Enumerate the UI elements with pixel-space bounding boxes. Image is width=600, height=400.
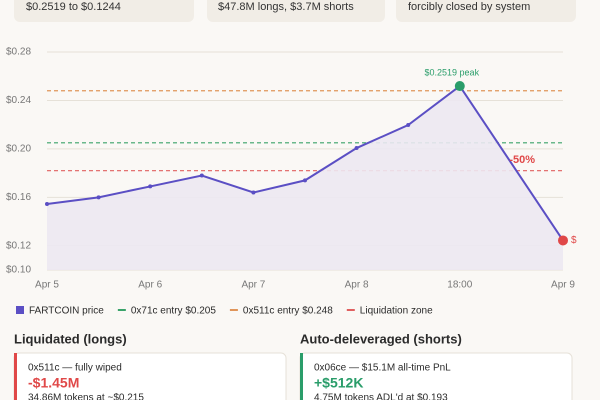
legend-label: 0x511c entry $0.248	[243, 306, 333, 317]
legend-swatch	[16, 306, 24, 314]
card	[207, 0, 385, 22]
annotation: $	[571, 235, 577, 246]
y-tick-label: $0.20	[6, 144, 31, 155]
section-line: 34.86M tokens at ~$0.215	[28, 393, 144, 400]
legend-label: Liquidation zone	[360, 306, 433, 317]
point	[96, 195, 101, 200]
annotation: -50%	[509, 154, 535, 166]
section-title: Liquidated (longs)	[14, 331, 127, 346]
x-tick-label: Apr 7	[241, 280, 265, 291]
point	[354, 146, 359, 151]
point	[454, 81, 465, 92]
point	[45, 201, 49, 206]
legend-label: FARTCOIN price	[29, 306, 104, 317]
section-line: 0x511c — fully wiped	[28, 363, 122, 374]
y-tick-label: $0.12	[6, 240, 31, 251]
y-tick-label: $0.28	[6, 47, 31, 58]
x-tick-label: Apr 9	[551, 280, 575, 291]
card-text: $0.2519 to $0.1244	[26, 1, 121, 13]
section-amount: -$1.45M	[28, 375, 79, 391]
y-tick-label: $0.10	[6, 265, 31, 276]
x-tick-label: Apr 5	[35, 280, 59, 291]
x-tick-label: 18:00	[447, 280, 472, 291]
section-line: 0x06ce — $15.1M all-time PnL	[314, 363, 451, 374]
point	[558, 235, 568, 246]
card	[396, 0, 576, 22]
price-line	[46, 84, 564, 242]
point	[148, 184, 153, 189]
y-tick-label: $0.16	[6, 192, 31, 203]
section-accent	[300, 353, 303, 400]
point	[303, 178, 307, 183]
card-text: $47.8M longs, $3.7M shorts	[218, 1, 354, 13]
x-tick-label: Apr 6	[138, 280, 162, 291]
section-line: 4.75M tokens ADL'd at $0.193	[314, 393, 448, 400]
point	[199, 173, 204, 178]
point	[406, 123, 411, 128]
legend-label: 0x71c entry $0.205	[131, 306, 216, 317]
area	[47, 86, 563, 270]
section-title: Auto-deleveraged (shorts)	[300, 331, 462, 346]
annotation: $0.2519 peak	[425, 67, 480, 77]
section-amount: +$512K	[314, 375, 363, 391]
x-tick-label: Apr 8	[345, 280, 369, 291]
card-text: forcibly closed by system	[408, 1, 530, 13]
y-tick-label: $0.24	[6, 95, 31, 106]
point	[251, 190, 256, 195]
section-accent	[14, 353, 17, 400]
card	[14, 0, 194, 22]
